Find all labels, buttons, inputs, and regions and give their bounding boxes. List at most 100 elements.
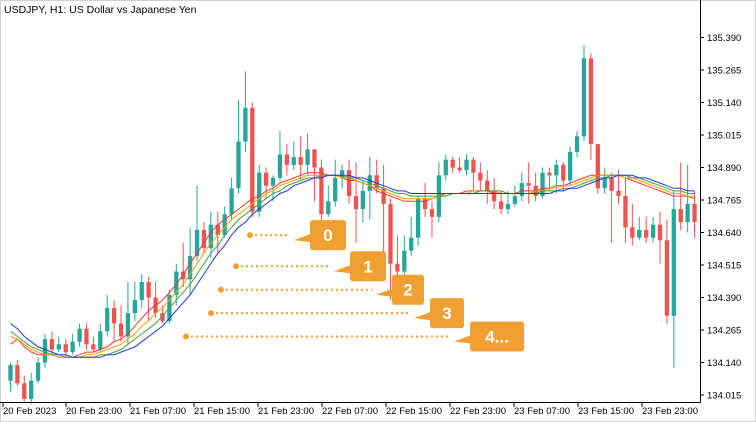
candle (49, 331, 55, 355)
candle-body (443, 159, 448, 176)
candle (84, 323, 89, 350)
price-tick-label: 135.265 (707, 66, 741, 77)
candle (181, 242, 186, 288)
candle-body (637, 229, 642, 238)
candle-body (374, 175, 379, 189)
time-axis[interactable]: 20 Feb 2023 20 Feb 23:00 21 Feb 07:00 21 Fe… (0, 402, 701, 417)
candles-layer (8, 45, 697, 405)
candle-body (174, 271, 179, 295)
candle (111, 300, 117, 342)
candle-body (685, 203, 690, 223)
candle-body (644, 229, 649, 238)
candle-body (602, 177, 607, 189)
candle-body (360, 190, 366, 210)
candle-body (595, 144, 600, 189)
moving-averages-layer (10, 172, 695, 358)
candle (657, 211, 663, 264)
candle-body (574, 136, 580, 152)
candle (685, 164, 690, 233)
candle-body (422, 198, 428, 210)
candle-body (201, 229, 207, 249)
candle (291, 141, 296, 171)
candle-body (298, 157, 303, 165)
candle (664, 219, 670, 324)
candle (118, 305, 124, 342)
candle-body (70, 341, 75, 353)
candle-body (664, 240, 670, 316)
candle (15, 359, 20, 386)
callout-0: 0 (247, 220, 346, 251)
callout-badge (294, 220, 346, 251)
callout-anchor-dot (183, 333, 189, 340)
candle-body (346, 170, 352, 197)
candle (229, 177, 234, 220)
candle-body (187, 255, 193, 280)
candle (305, 133, 310, 176)
candle (29, 372, 34, 405)
candle-body (215, 224, 220, 236)
callout-anchor-dot (208, 310, 214, 317)
candle (409, 216, 414, 256)
candle-body (42, 339, 48, 363)
callouts-layer: 0 1 2 3 4... (183, 220, 524, 352)
candle-body (125, 313, 131, 337)
candle-body (63, 344, 68, 353)
candle (201, 222, 207, 254)
candle-body (222, 214, 227, 236)
callout-label: 3 (442, 304, 451, 323)
candle (574, 131, 580, 158)
candle-body (326, 201, 331, 215)
candle-body (498, 201, 504, 210)
candle-body (84, 328, 89, 345)
candle (485, 170, 490, 204)
candle-body (15, 365, 20, 384)
price-tick-label: 134.265 (707, 326, 741, 337)
callout-badge (376, 274, 424, 305)
price-tick-label: 135.390 (707, 33, 741, 44)
candle (637, 216, 642, 241)
candle-body (132, 300, 137, 314)
candle (395, 235, 400, 282)
candle (568, 146, 573, 186)
candle-body (22, 383, 27, 399)
price-axis[interactable]: 135.390 135.265 135.140 135.015 134.890 134.7… (700, 0, 741, 403)
candle (588, 53, 594, 160)
time-tick-label: 22 Feb 23:00 (450, 406, 506, 417)
candle-body (333, 177, 338, 202)
candle (77, 323, 82, 347)
candle-body (630, 227, 635, 238)
callout-1: 1 (233, 251, 386, 282)
candle-body (547, 172, 552, 176)
candle (243, 71, 248, 152)
candle-body (257, 172, 262, 212)
candle (422, 183, 428, 217)
callout-label: 1 (363, 257, 372, 276)
callout-badge (414, 298, 464, 329)
candle (457, 157, 462, 173)
candle (671, 190, 676, 368)
price-tick-label: 134.890 (707, 163, 741, 174)
candle-body (485, 180, 490, 191)
candle-body (160, 313, 165, 321)
callout-anchor-dot (218, 286, 224, 293)
candle-body (277, 154, 283, 178)
price-tick-label: 134.765 (707, 196, 741, 207)
moving-average-line-2 (10, 174, 695, 358)
candle-body (416, 198, 421, 238)
candle-body (429, 209, 435, 217)
candle (98, 323, 103, 353)
candle (450, 157, 455, 173)
candle-body (505, 203, 511, 210)
candle-body (77, 328, 82, 342)
candle-body (263, 172, 269, 186)
candle-body (581, 58, 587, 137)
candle (326, 185, 331, 217)
candle (602, 167, 607, 194)
candle-body (588, 58, 594, 145)
candle (595, 144, 600, 194)
candle (547, 167, 552, 191)
candle-body (250, 107, 255, 212)
candle-body (305, 149, 310, 165)
